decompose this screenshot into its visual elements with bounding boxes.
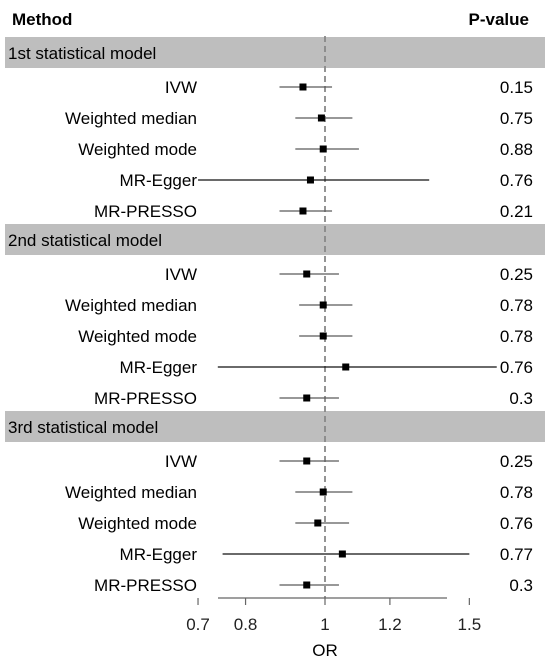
- method-label: IVW: [165, 452, 197, 471]
- method-label: Weighted mode: [78, 327, 197, 346]
- group-band: [5, 411, 545, 442]
- point-estimate: [319, 488, 327, 496]
- p-value: 0.78: [500, 483, 533, 502]
- x-axis-label: OR: [312, 641, 338, 660]
- point-estimate: [338, 550, 346, 558]
- p-value: 0.25: [500, 452, 533, 471]
- method-label: Weighted median: [65, 109, 197, 128]
- method-label: MR-PRESSO: [94, 202, 197, 221]
- method-label: MR-Egger: [120, 171, 198, 190]
- method-label: Weighted median: [65, 296, 197, 315]
- group-title: 3rd statistical model: [8, 418, 158, 437]
- method-label: IVW: [165, 265, 197, 284]
- x-axis: 0.7 0.8 1 1.2 1.5: [186, 597, 482, 634]
- point-estimate: [314, 519, 322, 527]
- x-tick-label: 1: [320, 615, 329, 634]
- method-label: Weighted mode: [78, 514, 197, 533]
- point-estimate: [303, 581, 311, 589]
- x-tick-label: 0.7: [186, 615, 210, 634]
- group-band: [5, 37, 545, 68]
- p-value: 0.76: [500, 514, 533, 533]
- method-label: MR-PRESSO: [94, 576, 197, 595]
- p-value: 0.77: [500, 545, 533, 564]
- point-estimate: [306, 176, 314, 184]
- p-value: 0.21: [500, 202, 533, 221]
- point-estimate: [299, 207, 307, 215]
- point-estimate: [303, 457, 311, 465]
- p-value: 0.3: [509, 389, 533, 408]
- p-value: 0.76: [500, 358, 533, 377]
- p-value: 0.88: [500, 140, 533, 159]
- p-value: 0.78: [500, 296, 533, 315]
- method-label: IVW: [165, 78, 197, 97]
- point-estimate: [317, 114, 325, 122]
- point-estimate: [342, 363, 350, 371]
- p-value: 0.25: [500, 265, 533, 284]
- group-band: [5, 224, 545, 255]
- point-estimate: [303, 394, 311, 402]
- x-tick-label: 1.2: [378, 615, 402, 634]
- rows-layer: IVW 0.15 Weighted median 0.75 Weighted mode 0…: [65, 78, 533, 595]
- point-estimate: [319, 301, 327, 309]
- method-label: MR-Egger: [120, 545, 198, 564]
- method-label: MR-Egger: [120, 358, 198, 377]
- point-estimate: [299, 83, 307, 91]
- p-value: 0.3: [509, 576, 533, 595]
- point-estimate: [319, 145, 327, 153]
- method-label: MR-PRESSO: [94, 389, 197, 408]
- p-value: 0.15: [500, 78, 533, 97]
- point-estimate: [319, 332, 327, 340]
- p-value: 0.78: [500, 327, 533, 346]
- x-tick-label: 0.8: [234, 615, 258, 634]
- x-tick-label: 1.5: [458, 615, 482, 634]
- method-label: Weighted mode: [78, 140, 197, 159]
- group-title: 2nd statistical model: [8, 231, 162, 250]
- group-title: 1st statistical model: [8, 44, 156, 63]
- p-value: 0.76: [500, 171, 533, 190]
- group-bands: 1st statistical model 2nd statistical mod…: [5, 37, 545, 442]
- point-estimate: [303, 270, 311, 278]
- p-value: 0.75: [500, 109, 533, 128]
- method-header: Method: [12, 10, 72, 29]
- method-label: Weighted median: [65, 483, 197, 502]
- pvalue-header: P-value: [469, 10, 529, 29]
